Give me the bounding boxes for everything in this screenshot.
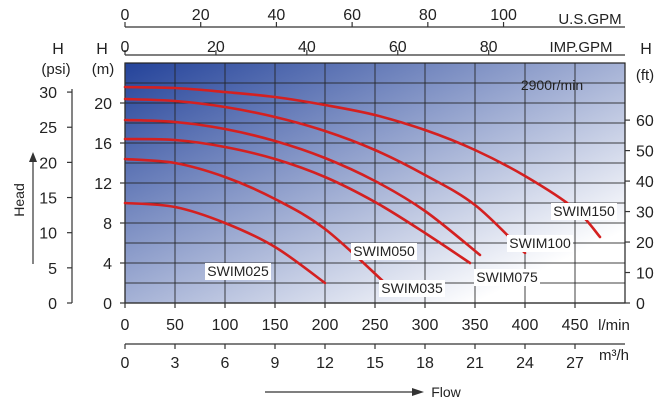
series-label-bg	[379, 280, 445, 297]
us-gpm-unit: U.S.GPM	[558, 11, 621, 28]
head-ft-tick-label: 60	[636, 113, 654, 130]
series-label-bg	[351, 243, 417, 260]
head-ft-tick-label: 20	[636, 235, 654, 252]
head-psi-tick-label: 10	[39, 226, 57, 243]
flow-lmin-tick-label: 50	[166, 317, 184, 334]
series-label-bg	[474, 269, 540, 286]
flow-lmin-tick-label: 400	[512, 317, 539, 334]
imp-gpm-tick-label: 0	[121, 39, 130, 56]
us-gpm-tick-label: 40	[268, 7, 286, 24]
head-psi-tick-label: 30	[39, 85, 57, 102]
series-label-bg	[205, 263, 271, 280]
flow-m3h-tick-label: 24	[516, 355, 534, 372]
head-psi-tick-label: 20	[39, 155, 57, 172]
curve-swim100	[123, 97, 527, 255]
flow-lmin-tick-label: 200	[312, 317, 339, 334]
head-psi-unit: (psi)	[41, 61, 70, 78]
flow-lmin-tick-label: 100	[212, 317, 239, 334]
series-label-swim050: SWIM050	[353, 243, 415, 259]
imp-gpm-tick-label: 20	[207, 39, 225, 56]
curve-swim150	[123, 85, 602, 239]
series-label-swim150: SWIM150	[553, 203, 615, 219]
head-ft-tick-label: 10	[636, 266, 654, 283]
us-gpm-tick-label: 60	[343, 7, 361, 24]
series-label-swim100: SWIM100	[509, 235, 571, 251]
imp-gpm-unit: IMP.GPM	[549, 39, 612, 56]
flow-lmin-tick-label: 300	[412, 317, 439, 334]
flow-m3h-tick-label: 0	[121, 355, 130, 372]
flow-axis-title: Flow	[431, 384, 461, 400]
us-gpm-tick-label: 100	[490, 7, 517, 24]
head-m-axis-label: H	[96, 41, 108, 58]
series-label-swim075: SWIM075	[476, 269, 538, 285]
head-m-tick-label: 12	[94, 176, 112, 193]
head-m-tick-label: 4	[103, 256, 112, 273]
imp-gpm-tick-label: 40	[298, 39, 316, 56]
flow-m3h-unit: m³/h	[599, 347, 629, 364]
flow-m3h-tick-label: 3	[171, 355, 180, 372]
us-gpm-tick-label: 20	[192, 7, 210, 24]
curve-swim075	[123, 118, 482, 257]
flow-lmin-tick-label: 450	[562, 317, 589, 334]
head-arrow-head	[29, 152, 37, 162]
head-m-tick-label: 20	[94, 96, 112, 113]
curve-swim035	[123, 157, 387, 285]
flow-m3h-tick-label: 6	[221, 355, 230, 372]
imp-gpm-tick-label: 60	[389, 39, 407, 56]
flow-lmin-tick-label: 350	[462, 317, 489, 334]
head-psi-tick-label: 5	[48, 261, 57, 278]
head-ft-unit: (ft)	[636, 67, 654, 84]
head-axis-title: Head	[11, 183, 27, 216]
series-label-swim035: SWIM035	[381, 280, 443, 296]
curve-swim025	[123, 201, 327, 285]
flow-m3h-tick-label: 9	[271, 355, 280, 372]
head-m-tick-label: 16	[94, 136, 112, 153]
flow-lmin-tick-label: 250	[362, 317, 389, 334]
head-psi-tick-label: 15	[39, 191, 57, 208]
flow-m3h-tick-label: 15	[366, 355, 384, 372]
head-ft-tick-label: 30	[636, 205, 654, 222]
flow-m3h-tick-label: 18	[416, 355, 434, 372]
series-label-bg	[551, 203, 617, 220]
flow-m3h-tick-label: 21	[466, 355, 484, 372]
head-m-unit: (m)	[92, 61, 115, 78]
head-psi-axis-label: H	[52, 41, 64, 58]
head-m-tick-label: 0	[103, 296, 112, 313]
us-gpm-tick-label: 0	[121, 7, 130, 24]
head-ft-axis-label: H	[640, 41, 652, 58]
head-ft-tick-label: 50	[636, 144, 654, 161]
imp-gpm-tick-label: 80	[480, 39, 498, 56]
head-ft-tick-label: 0	[636, 296, 645, 313]
head-psi-tick-label: 25	[39, 120, 57, 137]
flow-lmin-unit: l/min	[598, 317, 630, 334]
head-ft-tick-label: 40	[636, 174, 654, 191]
speed-label: 2900r/min	[521, 77, 583, 93]
series-label-swim025: SWIM025	[207, 263, 269, 279]
flow-m3h-tick-label: 27	[566, 355, 584, 372]
flow-lmin-tick-label: 150	[262, 317, 289, 334]
curve-swim050	[123, 137, 472, 265]
us-gpm-tick-label: 80	[419, 7, 437, 24]
flow-m3h-tick-label: 12	[316, 355, 334, 372]
head-m-tick-label: 8	[103, 216, 112, 233]
head-psi-tick-label: 0	[48, 296, 57, 313]
flow-arrow-head	[412, 388, 424, 396]
series-label-bg	[507, 235, 573, 252]
flow-lmin-tick-label: 0	[121, 317, 130, 334]
